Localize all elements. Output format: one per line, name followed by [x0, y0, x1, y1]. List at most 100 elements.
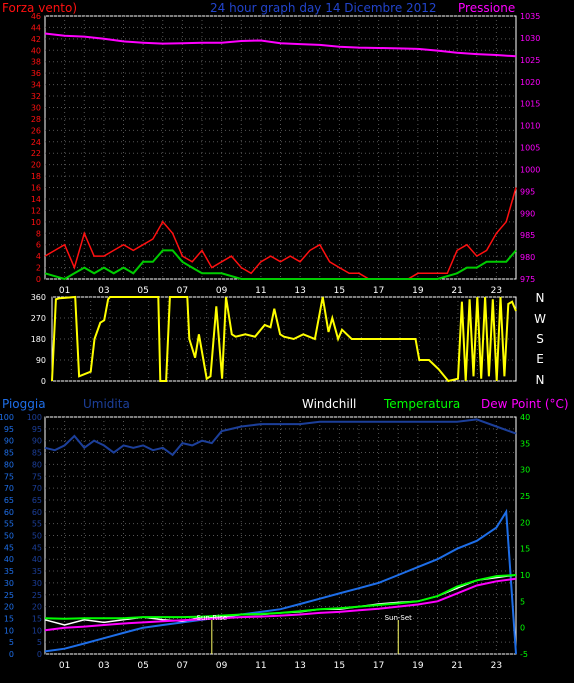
y-tick-label: 55 — [32, 520, 42, 529]
compass-label: S — [536, 332, 544, 346]
x-tick-label: 21 — [451, 286, 462, 296]
y-tick-label: 1020 — [520, 78, 540, 87]
y-tick-label: 1030 — [520, 34, 540, 43]
y-tick-label: 25 — [4, 591, 14, 600]
y-tick-label: 6 — [36, 241, 41, 250]
wind-avg-series-line — [44, 249, 517, 281]
y-tick-label: 42 — [31, 35, 41, 44]
pressure-series-line — [44, 32, 517, 58]
y-tick-label: 20 — [520, 518, 530, 527]
y-tick-label: 80 — [32, 460, 42, 469]
x-tick-label: 07 — [177, 661, 188, 671]
y-tick-label: 90 — [36, 356, 46, 365]
x-tick-label: 23 — [491, 661, 502, 671]
dewpoint-series-line — [44, 577, 517, 632]
y-tick-label: 30 — [32, 579, 42, 588]
y-tick-label: 35 — [32, 567, 42, 576]
y-tick-label: 20 — [32, 603, 42, 612]
temperature-series-line — [44, 574, 517, 620]
y-tick-label: 1025 — [520, 56, 540, 65]
legend-dewpoint: Dew Point (°C) — [481, 397, 569, 411]
y-tick-label: 0 — [9, 650, 14, 659]
y-tick-label: 20 — [4, 603, 14, 612]
y-tick-label: 1005 — [520, 144, 540, 153]
x-tick-label: 17 — [373, 286, 384, 296]
y-tick-label: 100 — [0, 413, 14, 422]
y-tick-label: 10 — [520, 571, 530, 580]
x-tick-label: 11 — [255, 286, 266, 296]
compass-label: W — [534, 312, 546, 326]
y-tick-label: 0 — [520, 624, 525, 633]
y-tick-label: 28 — [31, 115, 41, 124]
legend-humidity: Umidita — [83, 397, 130, 411]
y-tick-label: 12 — [31, 206, 41, 215]
y-tick-label: 2 — [36, 264, 41, 273]
y-tick-label: 30 — [4, 579, 14, 588]
x-tick-label: 01 — [59, 661, 70, 671]
y-tick-label: 15 — [520, 545, 530, 554]
y-tick-label: 8 — [36, 229, 41, 238]
y-tick-label: 4 — [36, 252, 41, 261]
legend-rain: Pioggia — [2, 397, 46, 411]
y-tick-label: 0 — [36, 275, 41, 284]
y-tick-label: 36 — [31, 69, 41, 78]
y-tick-label: 40 — [520, 413, 530, 422]
y-tick-label: 180 — [31, 335, 46, 344]
x-tick-label: 01 — [59, 286, 70, 296]
y-tick-label: 65 — [4, 496, 14, 505]
y-tick-label: 70 — [32, 484, 42, 493]
y-tick-label: 15 — [4, 614, 14, 623]
y-tick-label: 90 — [32, 437, 42, 446]
y-tick-label: 18 — [31, 172, 41, 181]
y-tick-label: 35 — [520, 439, 530, 448]
y-tick-label: 24 — [31, 138, 41, 147]
y-tick-label: 25 — [32, 591, 42, 600]
y-tick-label: 40 — [4, 555, 14, 564]
y-tick-label: 40 — [31, 46, 41, 55]
x-tick-label: 15 — [334, 661, 345, 671]
y-tick-label: 5 — [9, 638, 14, 647]
y-tick-label: 85 — [4, 449, 14, 458]
y-tick-label: 995 — [520, 187, 535, 196]
x-tick-label: 05 — [137, 661, 148, 671]
y-tick-label: 360 — [31, 293, 46, 302]
y-tick-label: 44 — [31, 23, 41, 32]
y-tick-label: 0 — [37, 650, 42, 659]
y-tick-label: 22 — [31, 149, 41, 158]
humidity-series-line — [44, 418, 517, 457]
x-tick-label: 21 — [451, 661, 462, 671]
y-tick-label: 5 — [520, 597, 525, 606]
y-tick-label: 75 — [32, 472, 42, 481]
y-tick-label: 990 — [520, 209, 535, 218]
y-tick-label: 0 — [41, 377, 46, 386]
y-tick-label: 40 — [32, 555, 42, 564]
y-tick-label: 38 — [31, 58, 41, 67]
x-tick-label: 03 — [98, 661, 109, 671]
y-tick-label: 75 — [4, 472, 14, 481]
legend-windchill: Windchill — [302, 397, 356, 411]
compass-label: N — [536, 373, 545, 387]
x-tick-label: 11 — [255, 661, 266, 671]
y-tick-label: 60 — [32, 508, 42, 517]
y-tick-label: 90 — [4, 437, 14, 446]
rain-series-line — [44, 508, 517, 655]
graph-title: 24 hour graph day 14 Dicembre 2012 — [210, 1, 437, 15]
y-tick-label: 26 — [31, 126, 41, 135]
y-tick-label: 80 — [4, 460, 14, 469]
x-tick-label: 19 — [412, 286, 424, 296]
y-tick-label: 985 — [520, 231, 535, 240]
x-tick-label: 19 — [412, 661, 424, 671]
wind-title: Forza vento) — [2, 1, 77, 15]
y-tick-label: 32 — [31, 92, 41, 101]
x-tick-label: 09 — [216, 286, 228, 296]
y-tick-label: 1015 — [520, 100, 540, 109]
y-tick-label: 95 — [4, 425, 14, 434]
y-tick-label: 1000 — [520, 165, 540, 174]
y-tick-label: 85 — [32, 449, 42, 458]
x-tick-label: 23 — [491, 286, 502, 296]
y-tick-label: 270 — [31, 314, 46, 323]
compass-label: E — [536, 352, 544, 366]
x-tick-label: 07 — [177, 286, 188, 296]
y-tick-label: 30 — [520, 466, 530, 475]
